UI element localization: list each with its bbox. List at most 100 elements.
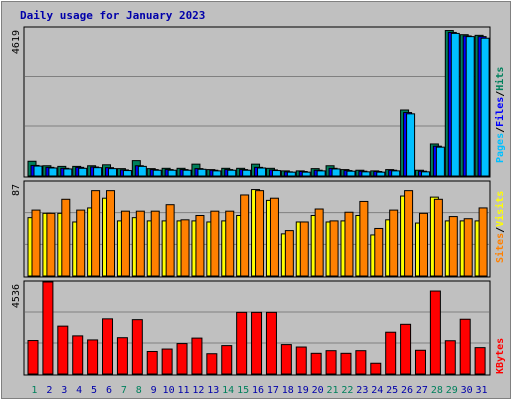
hits-files-pages-panel: 4619 Pages/Files/Hits: [11, 26, 506, 178]
visits-sites-sites-bar: [299, 221, 309, 277]
kbytes-kbytes-bar: [236, 311, 248, 375]
kbytes-kbytes-bar: [429, 290, 441, 375]
day-tick-label: 31: [476, 385, 488, 396]
kbytes-kbytes-bar: [280, 344, 292, 375]
kbytes-kbytes-bar: [400, 323, 412, 375]
kbytes-kbytes-bar: [57, 325, 69, 375]
kbytes-kbytes-bar: [206, 353, 218, 375]
hits-files-pages-pages-bar: [33, 165, 43, 177]
hits-files-pages-pages-bar: [316, 170, 326, 177]
kbytes-kbytes-bar: [102, 318, 114, 375]
hits-files-pages-pages-bar: [63, 168, 73, 177]
hits-files-pages-pages-bar: [197, 168, 207, 177]
hits-files-pages-legend: Pages/Files/Hits: [494, 67, 506, 163]
hits-files-pages-pages-bar: [480, 37, 490, 177]
hits-files-pages-pages-bar: [391, 170, 401, 177]
kbytes-kbytes-bar: [72, 335, 84, 375]
legend-separator: /: [495, 127, 506, 133]
visits-sites-sites-bar: [120, 210, 130, 277]
hits-files-pages-pages-bar: [78, 167, 88, 177]
visits-sites-sites-bar: [135, 210, 145, 277]
kbytes-kbytes-bar: [116, 337, 128, 375]
day-tick-label: 7: [121, 385, 127, 396]
day-tick-label: 13: [207, 385, 219, 396]
visits-sites-sites-bar: [180, 219, 190, 277]
hits-files-pages-pages-bar: [152, 169, 162, 177]
hits-files-pages-pages-bar: [361, 171, 371, 177]
visits-sites-sites-bar: [314, 208, 324, 277]
day-tick-label: 5: [91, 385, 97, 396]
day-tick-label: 21: [326, 385, 338, 396]
visits-sites-sites-bar: [463, 218, 473, 277]
hits-files-pages-pages-bar: [420, 171, 430, 177]
hits-files-pages-pages-bar: [376, 171, 386, 177]
kbytes-kbytes-bar: [87, 339, 99, 375]
visits-sites-sites-bar: [240, 194, 250, 277]
kbytes-kbytes-bar: [414, 349, 426, 375]
visits-sites-sites-bar: [165, 204, 175, 277]
visits-sites-sites-bar: [389, 209, 399, 277]
visits-sites-sites-bar: [91, 190, 101, 277]
hits-files-pages-pages-bar: [137, 165, 147, 177]
hits-files-pages-plot-frame: [23, 26, 491, 178]
day-tick-label: 30: [461, 385, 473, 396]
hits-files-pages-pages-bar: [406, 113, 416, 177]
legend-pages: Pages: [495, 133, 506, 163]
visits-sites-sites-bar: [269, 197, 279, 277]
visits-sites-plot-frame: [23, 180, 491, 278]
visits-sites-sites-bar: [61, 198, 71, 277]
visits-sites-sites-bar: [433, 198, 443, 277]
visits-sites-legend: Sites/Visits: [494, 191, 506, 263]
visits-sites-panel: 87 Sites/Visits: [11, 180, 506, 278]
hits-files-pages-pages-bar: [48, 167, 58, 177]
hits-files-pages-pages-bar: [227, 169, 237, 177]
day-tick-label: 25: [386, 385, 398, 396]
hits-files-pages-pages-bar: [167, 169, 177, 177]
hits-files-pages-pages-bar: [465, 36, 475, 177]
hits-files-pages-pages-bar: [242, 169, 252, 177]
visits-sites-sites-bar: [31, 209, 41, 277]
hits-files-pages-pages-bar: [212, 170, 222, 177]
visits-sites-sites-bar: [329, 220, 339, 277]
legend-separator: /: [495, 227, 506, 233]
day-tick-label: 8: [136, 385, 142, 396]
hits-files-pages-ymax-label: 4619: [11, 30, 22, 54]
hits-files-pages-pages-bar: [271, 170, 281, 177]
chart-panels: 4619Pages/Files/Hits87Sites/Visits4536KB…: [11, 26, 506, 396]
day-tick-label: 20: [312, 385, 324, 396]
kbytes-kbytes-bar: [444, 340, 456, 375]
day-tick-label: 23: [356, 385, 368, 396]
visits-sites-sites-bar: [418, 212, 428, 277]
kbytes-kbytes-bar: [325, 350, 337, 375]
visits-sites-sites-bar: [284, 230, 294, 277]
visits-sites-sites-bar: [225, 210, 235, 277]
kbytes-kbytes-bar: [176, 343, 188, 375]
hits-files-pages-pages-bar: [450, 32, 460, 177]
day-tick-label: 19: [297, 385, 309, 396]
visits-sites-sites-bar: [150, 210, 160, 277]
kbytes-kbytes-bar: [131, 319, 143, 375]
kbytes-ymax-label: 4536: [11, 284, 22, 308]
legend-files: Files: [494, 97, 506, 127]
kbytes-kbytes-bar: [355, 350, 367, 375]
day-tick-label: 29: [446, 385, 458, 396]
visits-sites-sites-bar: [344, 211, 354, 277]
hits-files-pages-pages-bar: [122, 170, 132, 177]
visits-sites-sites-bar: [46, 212, 56, 277]
kbytes-legend: KBytes: [495, 338, 506, 374]
visits-sites-sites-bar: [359, 200, 369, 277]
kbytes-kbytes-bar: [265, 311, 277, 375]
day-tick-label: 10: [163, 385, 175, 396]
day-tick-label: 12: [192, 385, 204, 396]
kbytes-kbytes-bar: [474, 347, 486, 375]
day-tick-label: 6: [106, 385, 112, 396]
visits-sites-sites-bar: [255, 190, 265, 277]
day-tick-label: 1: [31, 385, 37, 396]
day-tick-label: 26: [401, 385, 413, 396]
day-tick-label: 18: [282, 385, 294, 396]
legend-separator: /: [495, 91, 506, 97]
visits-sites-sites-bar: [210, 210, 220, 277]
